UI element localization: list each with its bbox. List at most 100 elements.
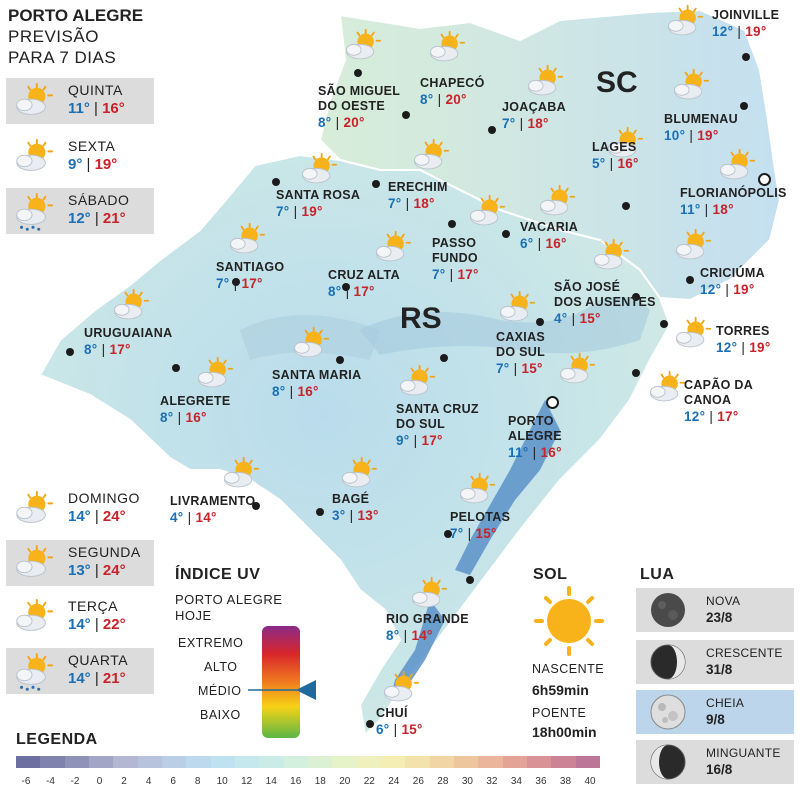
city-name: SÃO MIGUEL: [318, 84, 401, 98]
temp-separator: |: [90, 508, 103, 525]
day-temps: 14° | 22°: [68, 616, 126, 633]
day-name: TERÇA: [68, 598, 118, 614]
rain-cloud-sun-icon: [12, 192, 54, 239]
city-marker-ring: [758, 173, 771, 186]
temp-separator: |: [331, 115, 344, 130]
partly-cloudy-icon: [410, 138, 450, 183]
temp-separator: |: [509, 361, 522, 376]
city-marker-dot: [466, 576, 474, 584]
city-name: SÃO JOSÉ: [554, 280, 621, 294]
sunrise-label: NASCENTE: [532, 662, 605, 676]
max-temp: 18°: [527, 116, 549, 131]
partly-cloudy-icon: [290, 326, 330, 371]
partly-cloudy-icon: [524, 64, 564, 109]
legend-swatch: [429, 756, 455, 768]
day-temps: 12° | 21°: [68, 210, 126, 227]
temp-separator: |: [605, 156, 618, 171]
min-temp: 9°: [68, 156, 83, 173]
city-label: CAPÃO DA CANOA 12° | 17°: [684, 378, 753, 424]
city-name: BLUMENAU: [664, 112, 738, 126]
rain-cloud-sun-icon: [12, 652, 54, 699]
max-temp: 15°: [475, 526, 497, 541]
city-name-line2: DO SUL: [496, 345, 546, 359]
legend-tick-label: 34: [510, 776, 522, 787]
legend-swatch: [527, 756, 552, 768]
min-temp: 7°: [496, 361, 510, 376]
city-label: BLUMENAU 10° | 19°: [664, 112, 738, 143]
city-label: SANTA ROSA 7° | 19°: [276, 188, 360, 219]
temp-separator: |: [528, 445, 541, 460]
city-marker-dot: [272, 178, 280, 186]
city-name: RIO GRANDE: [386, 612, 469, 626]
temp-separator: |: [567, 311, 580, 326]
city-label: VACARIA 6° | 16°: [520, 220, 578, 251]
min-temp: 6°: [520, 236, 534, 251]
legend-title: LEGENDA: [16, 731, 98, 748]
day-temps: 13° | 24°: [68, 562, 126, 579]
city-temps: 3° | 13°: [332, 508, 379, 523]
city-marker-dot: [444, 530, 452, 538]
max-temp: 19°: [94, 156, 118, 173]
city-marker-dot: [622, 202, 630, 210]
min-temp: 12°: [68, 210, 91, 227]
legend-swatch: [40, 756, 66, 768]
moon-phase-row: CRESCENTE 31/8: [636, 640, 794, 684]
legend-swatch: [64, 756, 90, 768]
min-temp: 5°: [592, 156, 606, 171]
forecast-day-row: SÁBADO 12° | 21°: [6, 188, 154, 234]
city-label: URUGUAIANA 8° | 17°: [84, 326, 172, 357]
max-temp: 24°: [102, 508, 126, 525]
moon-phase-name: CHEIA: [706, 696, 745, 710]
partly-cloudy-icon: [298, 152, 338, 197]
legend-tick-label: 28: [437, 776, 449, 787]
city-marker-dot: [742, 53, 750, 61]
temp-separator: |: [515, 116, 528, 131]
page-subtitle: PREVISÃO: [8, 27, 99, 46]
moon-phase-row: MINGUANTE 16/8: [636, 740, 794, 784]
city-name: JOAÇABA: [502, 100, 566, 114]
partly-cloudy-icon: [372, 230, 412, 275]
min-temp: 11°: [508, 445, 529, 460]
temp-separator: |: [399, 628, 412, 643]
city-marker-dot: [316, 508, 324, 516]
temp-separator: |: [90, 562, 103, 579]
moon-title: LUA: [640, 566, 675, 583]
city-name: PASSO: [432, 236, 477, 250]
city-marker-dot: [66, 348, 74, 356]
city-name: BAGÉ: [332, 492, 370, 506]
partly-cloudy-icon: [338, 456, 378, 501]
max-temp: 17°: [109, 342, 131, 357]
city-name: URUGUAIANA: [84, 326, 173, 340]
city-label: BAGÉ 3° | 13°: [332, 492, 379, 523]
max-temp: 15°: [401, 722, 423, 737]
temp-separator: |: [433, 92, 446, 107]
moon-phase-row: CHEIA 9/8: [636, 690, 794, 734]
legend-swatch: [405, 756, 431, 768]
temp-separator: |: [289, 204, 302, 219]
uv-pointer-icon: [296, 680, 316, 700]
city-name: LAGES: [592, 140, 637, 154]
city-marker-dot: [440, 354, 448, 362]
legend-tick-label: 12: [241, 776, 253, 787]
max-temp: 16°: [540, 445, 562, 460]
page-title: PORTO ALEGRE: [8, 6, 144, 25]
partly-cloudy-icon: [536, 184, 576, 229]
max-temp: 16°: [617, 156, 639, 171]
legend-swatch: [308, 756, 333, 768]
uv-subtitle: PORTO ALEGRE: [175, 592, 283, 607]
legend-tick-label: 0: [96, 776, 103, 787]
city-temps: 8° | 20°: [420, 92, 485, 107]
min-temp: 13°: [68, 562, 91, 579]
temp-separator: |: [285, 384, 298, 399]
city-label: CAXIAS DO SUL 7° | 15°: [496, 330, 545, 376]
sun-icon: [534, 586, 604, 656]
city-temps: 11° | 18°: [680, 202, 787, 217]
min-temp: 12°: [716, 340, 738, 355]
city-label: ERECHIM 7° | 18°: [388, 180, 448, 211]
forecast-day-row: SEXTA 9° | 19°: [6, 134, 154, 180]
legend-tick-label: 16: [290, 776, 302, 787]
max-temp: 15°: [579, 311, 601, 326]
min-temp: 8°: [328, 284, 342, 299]
max-temp: 20°: [445, 92, 467, 107]
legend-tick-label: 6: [170, 776, 176, 787]
